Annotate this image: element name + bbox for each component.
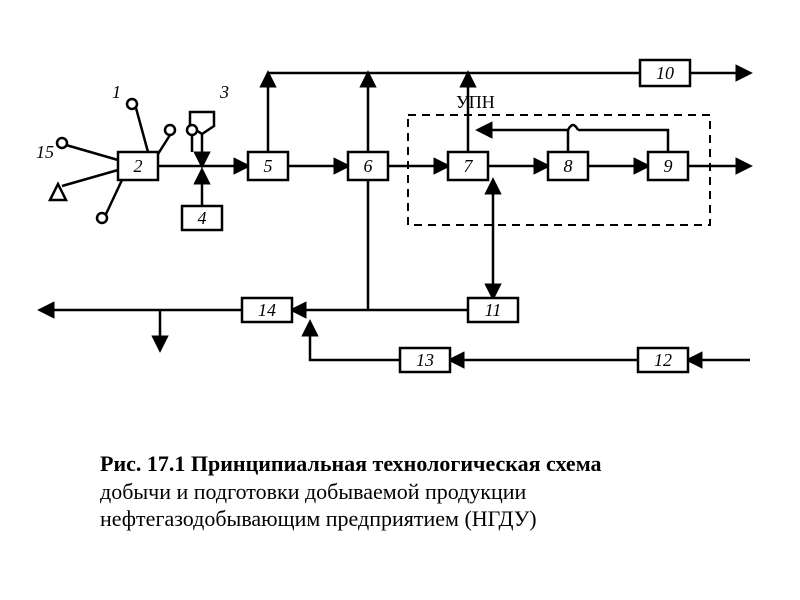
edge-9-return	[578, 130, 668, 152]
svg-text:10: 10	[656, 63, 674, 83]
node-4: 4	[182, 206, 222, 230]
label-1: 1	[112, 82, 121, 102]
edge-well-1b	[158, 135, 170, 154]
node-12: 12	[638, 348, 688, 372]
svg-text:5: 5	[264, 156, 273, 176]
caption-line3: нефтегазодобывающим предприятием (НГДУ)	[100, 506, 537, 531]
caption-line2: добычи и подготовки добываемой продукции	[100, 479, 526, 504]
edge-13-14	[310, 322, 400, 360]
node-9: 9	[648, 152, 688, 180]
svg-text:12: 12	[654, 350, 672, 370]
edge-well-bl	[106, 180, 122, 214]
edge-8-to-7-top	[478, 130, 568, 152]
svg-text:14: 14	[258, 300, 276, 320]
node-14: 14	[242, 298, 292, 322]
node-8: 8	[548, 152, 588, 180]
edge-well-1	[136, 108, 148, 152]
svg-text:7: 7	[464, 156, 474, 176]
edge-well-left	[66, 145, 118, 160]
figure-caption: Рис. 17.1 Принципиальная технологическая…	[100, 450, 700, 533]
well-circle	[127, 99, 137, 109]
svg-text:13: 13	[416, 350, 434, 370]
edge-15-2	[62, 170, 118, 186]
node-2: 2	[118, 152, 158, 180]
well-circle	[187, 125, 197, 135]
node-5: 5	[248, 152, 288, 180]
label-15: 15	[36, 142, 54, 162]
caption-line1: Рис. 17.1 Принципиальная технологическая…	[100, 451, 602, 476]
svg-text:2: 2	[134, 156, 143, 176]
svg-text:8: 8	[564, 156, 573, 176]
edge-hop	[568, 125, 578, 130]
node-11: 11	[468, 298, 518, 322]
svg-text:11: 11	[485, 300, 502, 320]
well-circle	[97, 213, 107, 223]
node-7: 7	[448, 152, 488, 180]
node-13: 13	[400, 348, 450, 372]
label-3: 3	[219, 82, 229, 102]
page: { "diagram": { "type": "flowchart", "bac…	[0, 0, 800, 600]
svg-text:6: 6	[364, 156, 373, 176]
upn-label: УПН	[456, 92, 495, 112]
svg-text:9: 9	[664, 156, 673, 176]
well-circle	[57, 138, 67, 148]
svg-text:4: 4	[198, 208, 207, 228]
node-10: 10	[640, 60, 690, 86]
well-circle	[165, 125, 175, 135]
diagram-svg: УПН	[0, 0, 800, 430]
node-6: 6	[348, 152, 388, 180]
